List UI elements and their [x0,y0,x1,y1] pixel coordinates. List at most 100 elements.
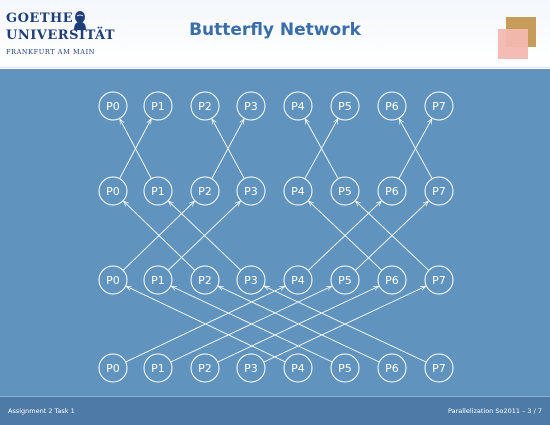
processor-node-circle [143,91,173,121]
processor-node: P5 [330,176,360,206]
processor-node: P5 [330,91,360,121]
processor-node-circle [236,176,266,206]
butterfly-edge [219,286,380,363]
logo-line-3: FRANKFURT AM MAIN [6,48,96,56]
processor-node-circle [236,353,266,383]
butterfly-edge [124,201,196,271]
processor-node: P1 [143,91,173,121]
processor-node: P2 [190,265,220,295]
butterfly-edge [172,286,333,363]
processor-node-circle [190,353,220,383]
processor-node-circle [330,353,360,383]
processor-node-label: P2 [198,362,212,375]
university-logo: GOETHE UNIVERSITÄT FRANKFURT AM MAIN [6,9,115,61]
processor-node-circle [424,176,454,206]
processor-node-label: P0 [106,274,120,287]
processor-node: P0 [98,176,128,206]
butterfly-edge [127,286,286,363]
butterfly-edge [399,119,433,179]
processor-node: P2 [190,353,220,383]
processor-node-label: P3 [244,185,258,198]
processor-node-circle [283,176,313,206]
processor-node: P7 [424,265,454,295]
butterfly-edge [212,119,245,179]
slide-title: Butterfly Network [189,20,361,40]
processor-node: P1 [143,265,173,295]
processor-node: P5 [330,265,360,295]
processor-node-label: P7 [432,185,446,198]
processor-node: P6 [377,353,407,383]
butterfly-edge [169,201,242,271]
processor-node-circle [98,265,128,295]
butterfly-edge [354,201,428,271]
processor-node-label: P3 [244,100,258,113]
processor-node-label: P0 [106,100,120,113]
processor-node-circle [190,176,220,206]
processor-node-label: P4 [291,274,305,287]
processor-node-label: P4 [291,362,305,375]
footer-right-text: Parallelization So2011 – 3 / 7 [447,407,542,415]
processor-node-label: P6 [385,185,399,198]
processor-node: P4 [283,265,313,295]
processor-node-circle [98,353,128,383]
logo-line-2: UNIVERSITÄT [6,28,116,43]
processor-node: P4 [283,176,313,206]
butterfly-edge [307,201,381,271]
processor-node: P3 [236,353,266,383]
processor-node-circle [236,91,266,121]
processor-node-label: P0 [106,185,120,198]
processor-node: P7 [424,353,454,383]
processor-node-label: P6 [385,100,399,113]
footer-left-text: Assignment 2 Task 1 [8,407,75,415]
processor-node-circle [236,265,266,295]
processor-node: P2 [190,176,220,206]
processor-node-label: P3 [244,274,258,287]
butterfly-edge [167,201,240,271]
processor-node-label: P6 [385,274,399,287]
decorative-squares [498,17,538,59]
processor-node-circle [190,265,220,295]
processor-node-label: P1 [151,274,165,287]
processor-node-circle [377,91,407,121]
processor-node-circle [143,265,173,295]
processor-node-label: P4 [291,185,305,198]
processor-node-label: P5 [338,362,352,375]
processor-node-circle [143,353,173,383]
logo-line-1: GOETHE [6,11,74,26]
processor-node-circle [424,91,454,121]
processor-node-circle [283,91,313,121]
butterfly-edge [356,201,430,271]
processor-node: P5 [330,353,360,383]
butterfly-edge [265,286,427,363]
processor-node-label: P1 [151,185,165,198]
processor-node: P1 [143,176,173,206]
processor-node-circle [377,265,407,295]
processor-node: P0 [98,265,128,295]
goethe-portrait-icon [74,11,86,30]
processor-node: P6 [377,91,407,121]
processor-node-label: P2 [198,185,212,198]
processor-node: P6 [377,265,407,295]
processor-node-label: P5 [338,274,352,287]
butterfly-edge [122,201,194,271]
processor-node-label: P6 [385,362,399,375]
processor-node-label: P4 [291,100,305,113]
processor-node-circle [98,176,128,206]
processor-node-label: P2 [198,100,212,113]
processor-node: P3 [236,176,266,206]
processor-node: P4 [283,353,313,383]
processor-node-circle [377,353,407,383]
processor-node: P4 [283,91,313,121]
processor-node-label: P1 [151,100,165,113]
processor-node-label: P5 [338,185,352,198]
processor-node-label: P7 [432,100,446,113]
processor-node: P6 [377,176,407,206]
slide-footer: Assignment 2 Task 1 Parallelization So20… [0,396,550,425]
butterfly-edge [309,201,383,271]
processor-node: P0 [98,353,128,383]
processor-node-circle [424,353,454,383]
butterfly-edge [120,119,152,179]
processor-node-circle [98,91,128,121]
processor-node-circle [424,265,454,295]
processor-node: P0 [98,91,128,121]
